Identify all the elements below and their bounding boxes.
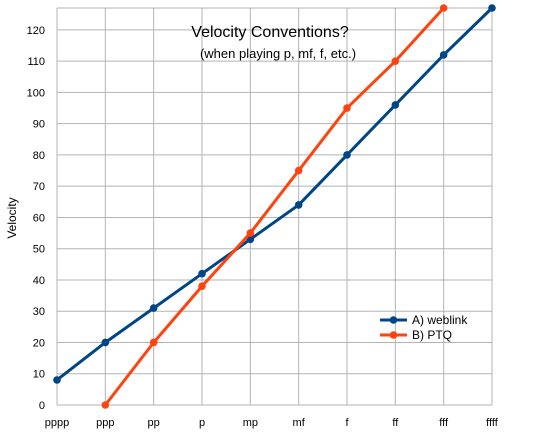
data-point-series-2: [149, 338, 158, 347]
x-tick-label: ppp: [96, 417, 114, 429]
y-tick-label: 50: [33, 244, 45, 256]
data-point-series-1: [488, 4, 496, 12]
data-point-series-1: [53, 376, 61, 384]
data-point-series-2: [198, 282, 206, 291]
y-tick-label: 30: [33, 306, 45, 318]
legend-label: B) PTQ: [412, 328, 452, 342]
y-tick-label: 120: [27, 25, 45, 37]
data-point-series-1: [391, 101, 400, 109]
grid: [56, 7, 493, 406]
data-point-series-1: [101, 338, 110, 347]
x-tick-label: mp: [243, 417, 258, 429]
y-tick-label: 70: [33, 181, 45, 193]
data-point-series-2: [246, 229, 255, 237]
data-point-series-1: [439, 51, 448, 59]
x-tick-label: pppp: [45, 417, 69, 429]
series: [53, 4, 496, 409]
data-point-series-2: [391, 57, 400, 65]
axes: [56, 8, 492, 406]
y-tick-label: 80: [33, 150, 45, 162]
y-tick-label: 0: [39, 400, 45, 412]
x-tick-label: ffff: [486, 417, 499, 429]
data-point-series-1: [198, 269, 206, 278]
data-point-series-1: [246, 235, 255, 244]
series-line-1: [56, 6, 494, 382]
legend-swatch-marker: [389, 316, 398, 324]
x-tick-label: mf: [293, 417, 306, 429]
y-tick-label: 100: [27, 87, 45, 99]
y-axis-label: Velocity: [5, 197, 19, 238]
chart-subtitle: (when playing p, mf, f, etc.): [200, 46, 356, 61]
x-tick-label: p: [199, 417, 205, 429]
y-tick-label: 90: [33, 119, 45, 131]
data-point-series-2: [343, 104, 351, 112]
chart-title: Velocity Conventions?: [191, 24, 349, 41]
legend-swatch-marker: [389, 331, 398, 339]
data-point-series-2: [101, 401, 110, 409]
y-tick-label: 10: [33, 369, 45, 381]
x-tick-label: pp: [148, 417, 160, 429]
x-tick-label: f: [345, 417, 349, 429]
data-point-series-1: [149, 304, 158, 312]
data-point-series-1: [343, 151, 351, 159]
y-tick-label: 40: [33, 275, 45, 287]
series-line-2: [104, 6, 445, 406]
data-point-series-2: [439, 4, 448, 12]
data-point-series-1: [294, 201, 303, 209]
y-tick-label: 110: [27, 56, 45, 68]
x-tick-label: fff: [439, 417, 449, 429]
y-tick-label: 60: [33, 212, 45, 224]
legend-label: A) weblink: [412, 313, 468, 327]
y-tick-label: 20: [33, 337, 45, 349]
x-tick-label: ff: [392, 417, 399, 429]
data-point-series-2: [294, 166, 303, 175]
